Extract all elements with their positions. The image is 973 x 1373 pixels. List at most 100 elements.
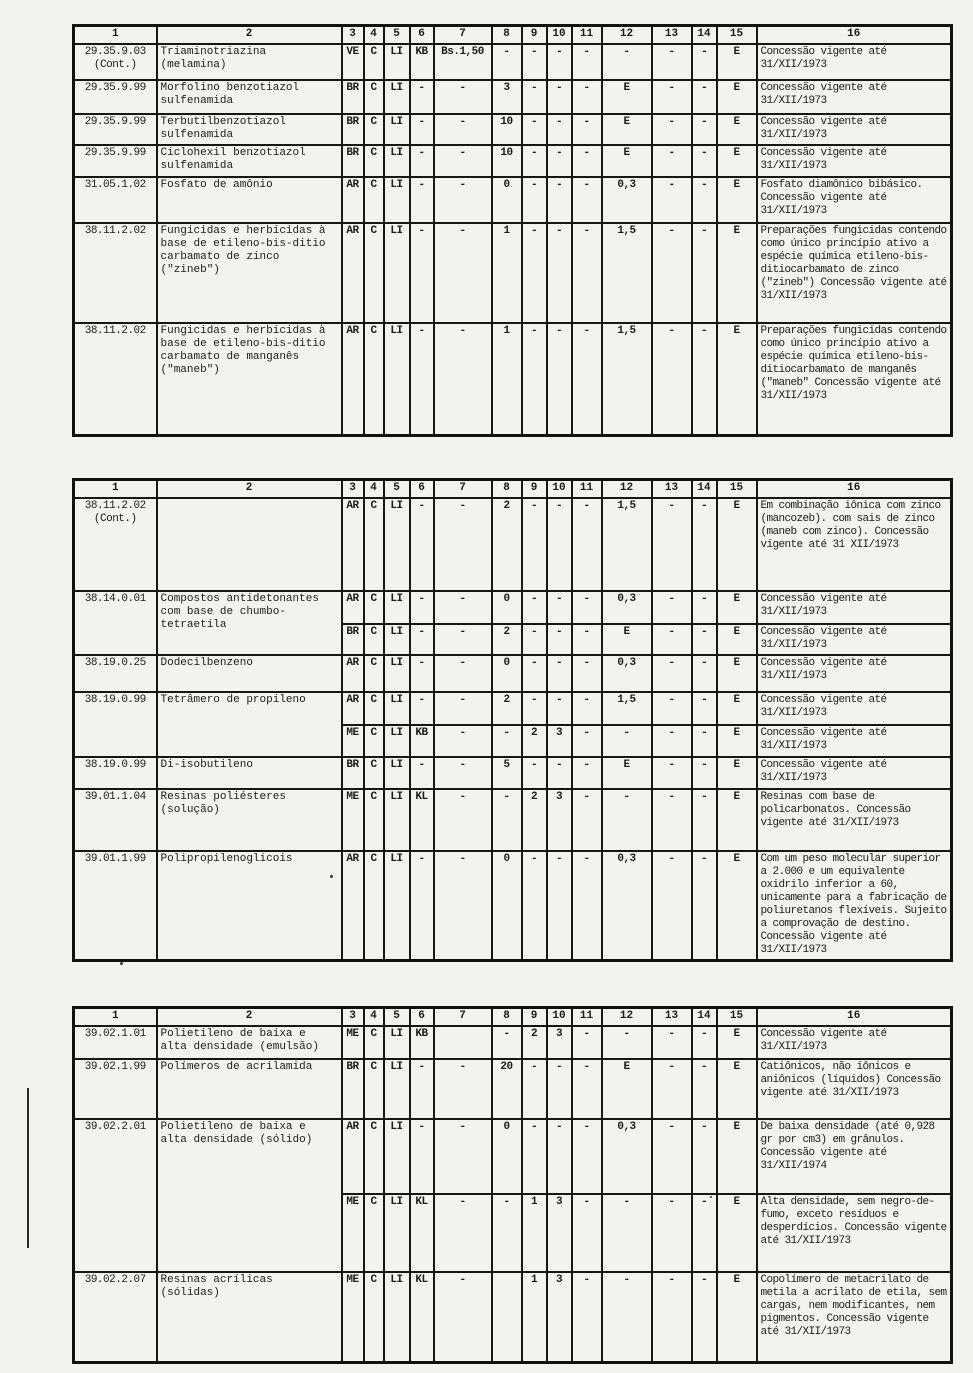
value-cell: - bbox=[545, 691, 573, 726]
scan-speck bbox=[710, 1196, 712, 1198]
column-header: 16 bbox=[755, 24, 953, 45]
value-cell: - bbox=[490, 724, 523, 758]
value-cell: 5 bbox=[490, 756, 523, 790]
column-header: 7 bbox=[432, 1006, 493, 1027]
item-code-cell: 38.19.0.99 bbox=[72, 756, 158, 790]
value-cell: ME bbox=[340, 1025, 365, 1060]
table-row: 38.19.0.99 Di-isobutileno BR C LI - -5- - - E - - E C… bbox=[72, 756, 953, 790]
value-cell: - bbox=[520, 590, 548, 625]
value-cell: C bbox=[362, 497, 385, 592]
value-cell: 1,5 bbox=[600, 691, 653, 726]
value-cell: C bbox=[362, 1118, 385, 1195]
table-row: 38.19.0.25 Dodecilbenzeno AR C LI - -0- - -0,3- -… bbox=[72, 654, 953, 693]
column-header: 11 bbox=[570, 1006, 603, 1027]
observations-cell: Concessão vigente até 31/XII/1973 bbox=[755, 724, 953, 758]
column-header: 4 bbox=[362, 478, 385, 499]
value-cell: C bbox=[362, 79, 385, 115]
value-cell: LI bbox=[382, 654, 411, 693]
value-cell: LI bbox=[382, 788, 411, 852]
column-header: 14 bbox=[690, 478, 718, 499]
column-header: 2 bbox=[155, 478, 343, 499]
value-cell: C bbox=[362, 144, 385, 178]
value-cell: - bbox=[545, 43, 573, 81]
value-cell: - bbox=[650, 724, 693, 758]
value-cell bbox=[432, 1025, 493, 1060]
value-cell: - bbox=[650, 756, 693, 790]
value-cell: E bbox=[715, 850, 758, 962]
value-cell: - bbox=[690, 590, 718, 625]
item-code-cell: 38.11.2.02 (Cont.) bbox=[72, 497, 158, 592]
value-cell: - bbox=[650, 79, 693, 115]
value-cell: AR bbox=[340, 176, 365, 224]
value-cell: E bbox=[715, 1118, 758, 1195]
item-description-cell: Resinas acrílicas (sólidas) bbox=[155, 1271, 343, 1363]
observations-cell: Resinas com base de policarbonatos. Conc… bbox=[755, 788, 953, 852]
item-description-cell: Ciclohexil benzotiazol sulfenamida bbox=[155, 144, 343, 178]
column-header: 4 bbox=[362, 24, 385, 45]
column-header: 3 bbox=[340, 478, 365, 499]
value-cell: - bbox=[545, 497, 573, 592]
value-cell: - bbox=[520, 1118, 548, 1195]
value-cell: KB bbox=[408, 43, 435, 81]
observations-cell: Em combinação iônica com zinco (mancozeb… bbox=[755, 497, 953, 592]
value-cell: - bbox=[520, 654, 548, 693]
table-row: 29.35.9.99 Terbutilbenzotiazol sulfenamid… bbox=[72, 113, 953, 146]
value-cell: 0,3 bbox=[600, 850, 653, 962]
item-code-cell: 38.14.0.01 bbox=[72, 590, 158, 656]
value-cell: C bbox=[362, 1271, 385, 1363]
value-cell: C bbox=[362, 113, 385, 146]
item-description-cell: Dodecilbenzeno bbox=[155, 654, 343, 693]
value-cell: 0,3 bbox=[600, 654, 653, 693]
item-code-cell: 38.19.0.99 bbox=[72, 691, 158, 758]
table-row: 39.02.1.01 Polietileno de baixa e alta de… bbox=[72, 1025, 953, 1060]
value-cell: 0 bbox=[490, 590, 523, 625]
value-cell: - bbox=[650, 654, 693, 693]
value-cell: AR bbox=[340, 222, 365, 324]
item-code-cell: 29.35.9.03 (Cont.) bbox=[72, 43, 158, 81]
value-cell: AR bbox=[340, 497, 365, 592]
value-cell: - bbox=[690, 79, 718, 115]
value-cell: 3 bbox=[545, 1271, 573, 1363]
value-cell: - bbox=[600, 1271, 653, 1363]
value-cell: - bbox=[432, 788, 493, 852]
column-header: 11 bbox=[570, 24, 603, 45]
item-description-cell: Resinas poliésteres (solução) bbox=[155, 788, 343, 852]
value-cell: - bbox=[432, 590, 493, 625]
column-header: 1 bbox=[72, 478, 158, 499]
value-cell: - bbox=[520, 497, 548, 592]
value-cell: - bbox=[545, 79, 573, 115]
value-cell: KB bbox=[408, 724, 435, 758]
header-row: 1 2 3 4 5 6 7 8 9 10 11 12 13 14 15 16 bbox=[72, 24, 953, 45]
value-cell: - bbox=[650, 1193, 693, 1273]
value-cell: - bbox=[650, 1025, 693, 1060]
observations-cell: Fosfato diamônico bibásico. Concessão vi… bbox=[755, 176, 953, 224]
column-header: 15 bbox=[715, 478, 758, 499]
value-cell: - bbox=[600, 788, 653, 852]
column-header: 5 bbox=[382, 478, 411, 499]
value-cell: LI bbox=[382, 176, 411, 224]
value-cell: - bbox=[570, 1118, 603, 1195]
table-row: 38.11.2.02 Fungicidas e herbicidas à base… bbox=[72, 322, 953, 436]
value-cell: E bbox=[715, 322, 758, 436]
observations-cell: Concessão vigente até 31/XII/1973 bbox=[755, 691, 953, 726]
value-cell: - bbox=[650, 788, 693, 852]
value-cell: BR bbox=[340, 756, 365, 790]
value-cell: 2 bbox=[490, 691, 523, 726]
table-row: BR C LI - -2- - - E - - E Concessão vigente até 31/… bbox=[74, 623, 953, 656]
column-header: 7 bbox=[432, 24, 493, 45]
value-cell: BR bbox=[340, 1058, 365, 1120]
item-code-cell: 29.35.9.99 bbox=[72, 144, 158, 178]
value-cell: - bbox=[408, 654, 435, 693]
value-cell: - bbox=[545, 623, 573, 656]
table-row: ME C LI KL - -1 3- - - - E Alta densidade, sem negr… bbox=[74, 1193, 953, 1273]
value-cell: 1,5 bbox=[600, 322, 653, 436]
value-cell: - bbox=[650, 113, 693, 146]
value-cell: - bbox=[432, 322, 493, 436]
observations-cell: Alta densidade, sem negro-de-fumo, excet… bbox=[755, 1193, 953, 1273]
value-cell: ME bbox=[340, 1271, 365, 1363]
value-cell: 3 bbox=[545, 1193, 573, 1273]
column-header: 1 bbox=[72, 24, 158, 45]
table-row: 39.02.1.99 Polímeros de acrilamida BR C LI - -… bbox=[72, 1058, 953, 1120]
value-cell: LI bbox=[382, 222, 411, 324]
